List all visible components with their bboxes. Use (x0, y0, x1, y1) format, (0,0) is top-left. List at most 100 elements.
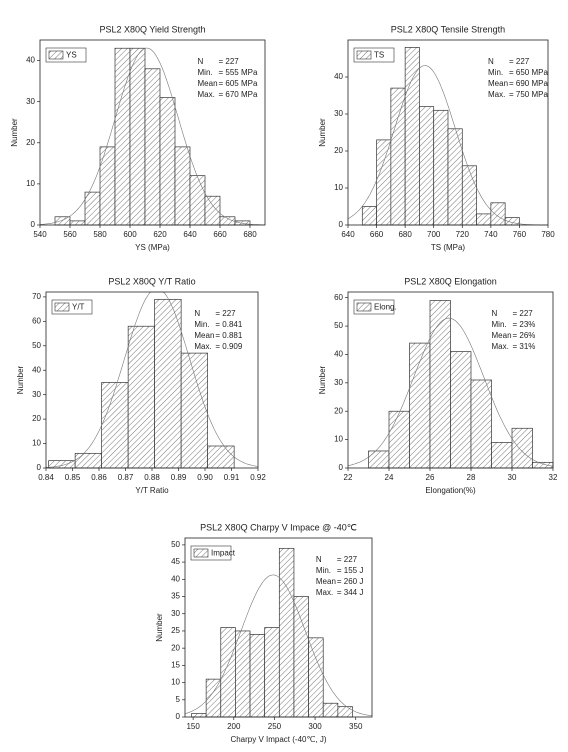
x-tick-label: 540 (33, 230, 47, 239)
stat-label: Max. (316, 588, 333, 597)
histogram-bar (322, 702, 339, 718)
chart-title: PSL2 X80Q Charpy V Impace @ -40℃ (200, 522, 357, 532)
y-tick-label: 50 (171, 540, 180, 549)
stat-label: Max. (492, 342, 509, 351)
x-tick-label: 22 (344, 473, 353, 482)
x-tick-label: 640 (183, 230, 197, 239)
stat-value: = 23% (513, 320, 536, 329)
stat-label: N (194, 309, 200, 318)
y-tick-label: 20 (334, 146, 343, 155)
histogram-bar (404, 47, 420, 226)
histogram-bar (361, 206, 377, 226)
histogram-bar (204, 195, 221, 226)
plot-frame (39, 39, 266, 226)
y-tick-label: 5 (176, 695, 181, 704)
histogram-bar (69, 220, 86, 226)
histogram-bar (470, 379, 492, 469)
histogram-bar (84, 191, 101, 226)
y-tick-label: 35 (171, 592, 180, 601)
y-axis-label: Number (318, 118, 327, 147)
histogram-bar (491, 442, 513, 469)
stat-value: = 690 MPa (509, 79, 548, 88)
stat-label: N (198, 57, 204, 66)
y-axis-label: Number (16, 365, 25, 394)
histogram-bar (159, 97, 176, 226)
normal-curve (347, 317, 554, 467)
histogram-bar (129, 47, 146, 226)
y-tick-label: 20 (171, 643, 180, 652)
x-tick-label: 26 (426, 473, 435, 482)
stat-value: = 605 MPa (219, 79, 258, 88)
stat-value: = 555 MPa (219, 68, 258, 77)
stat-value: = 227 (513, 309, 534, 318)
stat-label: N (488, 57, 494, 66)
stat-value: = 227 (337, 555, 358, 564)
x-tick-label: 640 (341, 230, 355, 239)
histogram-bar (476, 213, 492, 226)
histogram-bar (234, 220, 251, 226)
x-tick-label: 200 (227, 722, 241, 731)
plot-frame (347, 39, 549, 226)
histogram-panel: PSL2 X80Q Y/T Ratio Y/T Ratio Number 0.84 0.… (16, 276, 266, 495)
stat-value: = 227 (219, 57, 240, 66)
histogram-bar (249, 634, 266, 718)
histogram-bar (207, 445, 235, 469)
stat-value: = 227 (215, 309, 236, 318)
stat-label: Mean (198, 79, 218, 88)
x-tick-label: 660 (213, 230, 227, 239)
stat-value: = 650 MPa (509, 68, 548, 77)
normal-curve (39, 47, 266, 226)
y-tick-label: 20 (334, 406, 343, 415)
histogram-panel: PSL2 X80Q Elongation Elongation(%) Number 2… (318, 276, 558, 495)
y-tick-label: 40 (334, 72, 343, 81)
histogram-bar (101, 382, 129, 469)
x-tick-label: 0.88 (144, 473, 160, 482)
histogram-bar (278, 547, 295, 718)
histogram-bar (114, 47, 131, 226)
x-tick-label: 0.89 (171, 473, 187, 482)
y-tick-label: 10 (334, 435, 343, 444)
x-tick-label: 720 (456, 230, 470, 239)
histogram-bar (189, 175, 206, 226)
histogram-panel: PSL2 X80Q Tensile Strength TS (MPa) Number… (318, 24, 555, 252)
plot-frame (347, 291, 554, 469)
histogram-bar (429, 300, 451, 469)
histogram-bar (368, 450, 390, 469)
x-tick-label: 600 (123, 230, 137, 239)
y-tick-label: 10 (171, 678, 180, 687)
y-axis-label: Number (10, 118, 19, 147)
x-tick-label: 0.86 (91, 473, 107, 482)
x-tick-label: 30 (508, 473, 517, 482)
stat-label: N (492, 309, 498, 318)
stat-label: Mean (488, 79, 508, 88)
stat-value: = 670 MPa (219, 90, 258, 99)
stat-value: = 26% (513, 331, 536, 340)
y-tick-label: 40 (171, 574, 180, 583)
histogram-bar (390, 87, 406, 226)
x-tick-label: 780 (541, 230, 555, 239)
x-tick-label: 700 (427, 230, 441, 239)
histogram-bar (174, 146, 191, 226)
y-tick-label: 20 (26, 138, 35, 147)
y-tick-label: 45 (171, 557, 180, 566)
x-tick-label: 0.87 (118, 473, 134, 482)
stat-label: Min. (316, 566, 331, 575)
x-tick-label: 620 (153, 230, 167, 239)
legend-swatch (193, 548, 209, 558)
x-axis-label: TS (MPa) (431, 243, 466, 252)
legend-swatch (356, 302, 372, 312)
histogram-panel: PSL2 X80Q Yield Strength YS (MPa) Number 54… (10, 24, 266, 252)
normal-curve (184, 574, 373, 717)
stat-value: = 0.841 (215, 320, 242, 329)
stat-label: Max. (488, 90, 505, 99)
histogram-bar (461, 165, 477, 226)
x-axis-label: Y/T Ratio (135, 486, 169, 495)
x-tick-label: 350 (349, 722, 363, 731)
y-axis-label: Number (155, 613, 164, 642)
legend-label: Y/T (72, 303, 85, 312)
stat-label: Min. (488, 68, 503, 77)
stat-label: N (316, 555, 322, 564)
x-tick-label: 0.90 (197, 473, 213, 482)
histogram-panel: PSL2 X80Q Charpy V Impace @ -40℃ Charpy V… (155, 522, 373, 744)
